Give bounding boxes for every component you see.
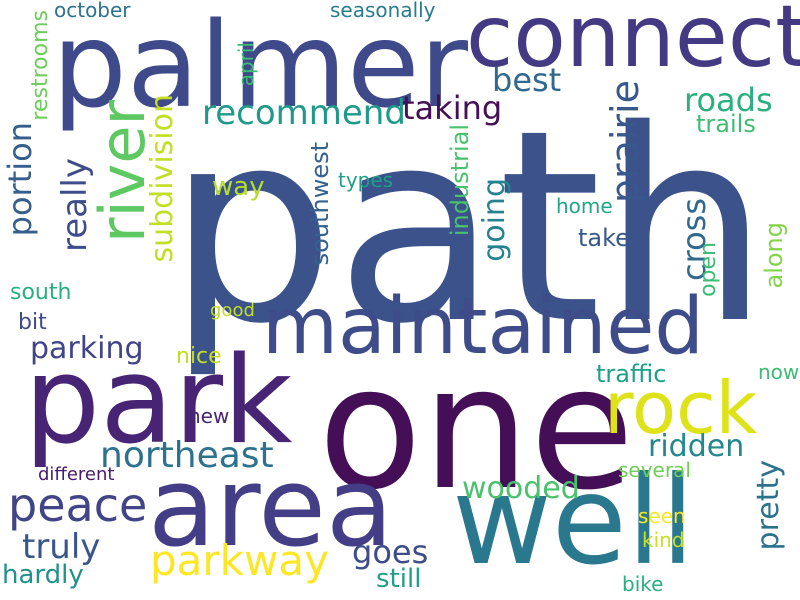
- word-now: now: [758, 360, 800, 384]
- word-path: path: [167, 74, 770, 382]
- word-subdivision: subdivision: [145, 94, 180, 263]
- word-bit: bit: [18, 310, 47, 335]
- word-april: april: [234, 42, 258, 87]
- word-bike: bike: [622, 572, 664, 596]
- word-maintained: maintained: [262, 282, 704, 372]
- word-seasonally: seasonally: [330, 0, 436, 22]
- word-seen: seen: [638, 504, 686, 528]
- word-park: park: [24, 332, 293, 471]
- word-traffic: traffic: [596, 360, 667, 388]
- word-really: really: [55, 158, 95, 252]
- word-different: different: [38, 464, 115, 485]
- word-roads: roads: [684, 81, 773, 119]
- word-rock: rock: [604, 366, 758, 450]
- word-home: home: [556, 194, 613, 218]
- word-along: along: [760, 222, 788, 289]
- word-kind: kind: [642, 528, 685, 552]
- word-connect: connect: [466, 0, 800, 87]
- word-best: best: [492, 61, 562, 99]
- word-prairie: prairie: [603, 80, 647, 204]
- word-ridden: ridden: [648, 429, 745, 464]
- word-northeast: northeast: [100, 435, 274, 476]
- word-peace: peace: [8, 478, 148, 532]
- word-industrial: industrial: [446, 124, 474, 237]
- word-still: still: [376, 564, 422, 594]
- word-good: good: [210, 300, 255, 321]
- word-trails: trails: [696, 110, 756, 138]
- word-taking: taking: [402, 89, 503, 127]
- word-nice: nice: [176, 344, 222, 369]
- word-several: several: [618, 458, 691, 482]
- word-open: open: [696, 242, 721, 297]
- word-take: take: [578, 224, 630, 252]
- word-types: types: [338, 168, 394, 192]
- word-portion: portion: [1, 122, 39, 237]
- word-well: well: [452, 450, 695, 592]
- word-new: new: [188, 404, 230, 428]
- word-going: going: [477, 178, 512, 262]
- word-one: one: [318, 330, 635, 528]
- word-pretty: pretty: [751, 460, 786, 551]
- word-palmer: palmer: [52, 0, 469, 134]
- word-southwest: southwest: [306, 142, 334, 266]
- word-parking: parking: [30, 331, 144, 366]
- word-parkway: parkway: [150, 536, 329, 585]
- word-area: area: [148, 443, 394, 571]
- word-october: october: [54, 0, 131, 22]
- word-hardly: hardly: [2, 560, 84, 590]
- word-truly: truly: [22, 527, 101, 567]
- word-wooded: wooded: [462, 471, 580, 506]
- word-south: south: [10, 280, 72, 305]
- word-restrooms: restrooms: [28, 10, 53, 121]
- word-goes: goes: [352, 533, 429, 571]
- word-recommend: recommend: [202, 93, 406, 133]
- word-way: way: [212, 172, 265, 202]
